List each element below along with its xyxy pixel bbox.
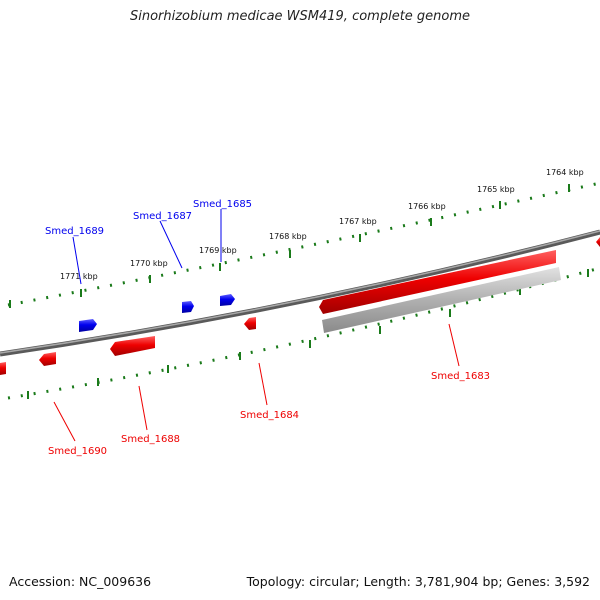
gray-feature-bar[interactable] xyxy=(322,267,561,333)
gene-smed-1688-feature[interactable] xyxy=(110,336,155,356)
gene-label-smed-1684[interactable]: Smed_1684 xyxy=(240,410,299,421)
gene-right-edge-feature[interactable] xyxy=(596,237,600,247)
lower-scale-ring xyxy=(7,266,600,400)
leader-smed-1688 xyxy=(138,385,148,431)
leader-smed-1690 xyxy=(53,401,76,442)
leader-smed-1689 xyxy=(72,236,82,285)
gene-smed-1689-feature[interactable] xyxy=(79,319,97,332)
leader-smed-1683 xyxy=(448,323,460,367)
gene-label-smed-1683[interactable]: Smed_1683 xyxy=(431,371,490,382)
map-title: Sinorhizobium medicae WSM419, complete g… xyxy=(129,9,471,24)
upper-scale-ring xyxy=(7,181,600,307)
gene-label-smed-1690[interactable]: Smed_1690 xyxy=(48,446,107,457)
gene-label-smed-1688[interactable]: Smed_1688 xyxy=(121,434,180,445)
gene-left-edge-feature[interactable] xyxy=(0,362,6,375)
accession-text: Accession: NC_009636 xyxy=(9,574,152,589)
gene-smed-1690-feature[interactable] xyxy=(39,352,56,366)
scale-label-1770: 1770 kbp xyxy=(130,259,168,268)
scale-label-1769: 1769 kbp xyxy=(199,246,237,255)
leader-smed-1684 xyxy=(258,362,268,406)
gene-label-leaders xyxy=(53,209,460,442)
upper-major-ticks xyxy=(9,184,570,308)
genome-summary-text: Topology: circular; Length: 3,781,904 bp… xyxy=(246,574,590,589)
scale-label-1768: 1768 kbp xyxy=(269,232,307,241)
gene-smed-1685-feature[interactable] xyxy=(220,294,235,306)
reverse-genes xyxy=(0,237,600,375)
scale-label-1764: 1764 kbp xyxy=(546,168,584,177)
gene-smed-1683-feature[interactable] xyxy=(319,250,556,314)
gene-label-smed-1687[interactable]: Smed_1687 xyxy=(133,211,192,222)
gene-label-smed-1685[interactable]: Smed_1685 xyxy=(193,199,252,210)
forward-genes xyxy=(79,294,235,332)
leader-smed-1687 xyxy=(159,220,183,269)
genome-backbone xyxy=(0,229,600,357)
gene-smed-1684-feature[interactable] xyxy=(244,317,256,330)
scale-labels: 1764 kbp 1765 kbp 1766 kbp 1767 kbp 1768… xyxy=(60,168,584,281)
gene-smed-1687-feature[interactable] xyxy=(182,301,194,313)
gene-label-smed-1689[interactable]: Smed_1689 xyxy=(45,226,104,237)
scale-label-1766: 1766 kbp xyxy=(408,202,446,211)
scale-label-1771: 1771 kbp xyxy=(60,272,98,281)
scale-label-1765: 1765 kbp xyxy=(477,185,515,194)
scale-label-1767: 1767 kbp xyxy=(339,217,377,226)
